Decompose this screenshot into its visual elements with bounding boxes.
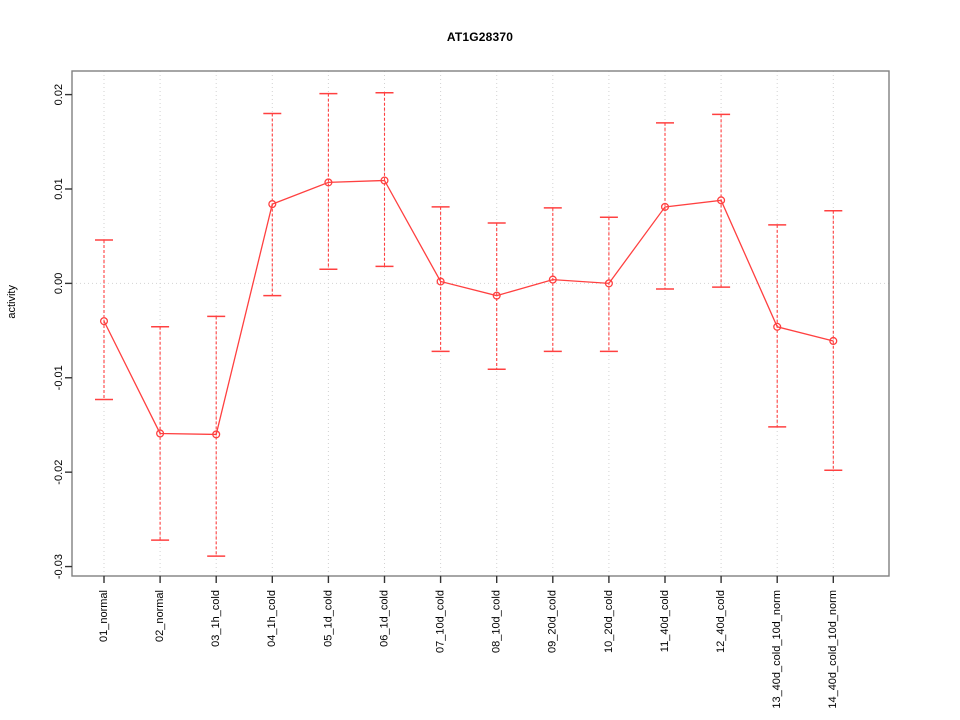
y-tick-label: 0.01 bbox=[53, 178, 65, 199]
x-tick-label: 07_10d_cold bbox=[435, 590, 447, 653]
data-point-marker bbox=[380, 176, 389, 185]
y-tick-label: -0.01 bbox=[53, 365, 65, 390]
series-polyline bbox=[103, 179, 834, 436]
data-point-marker bbox=[548, 275, 557, 284]
x-tick-label: 03_1h_cold bbox=[210, 590, 222, 647]
x-tick-label: 13_40d_cold_10d_norm bbox=[771, 590, 783, 709]
y-tick-label: -0.02 bbox=[53, 460, 65, 485]
data-point-marker bbox=[660, 202, 670, 211]
x-tick-label: 06_1d_cold bbox=[378, 590, 390, 647]
y-tick-label: 0.02 bbox=[53, 84, 65, 105]
data-point-marker bbox=[212, 430, 221, 439]
data-point-marker bbox=[829, 336, 838, 346]
data-point-marker bbox=[324, 178, 333, 187]
data-point-marker bbox=[99, 317, 109, 326]
x-tick-label: 12_40d_cold bbox=[715, 590, 727, 653]
x-tick-label: 01_normal bbox=[98, 590, 110, 642]
data-points bbox=[99, 176, 838, 439]
x-tick-label: 10_20d_cold bbox=[603, 590, 615, 653]
y-tick-label: 0.00 bbox=[53, 273, 65, 294]
x-tick-label: 11_40d_cold bbox=[659, 590, 671, 652]
x-tick-label: 08_10d_cold bbox=[491, 590, 503, 653]
plot-frame bbox=[71, 70, 890, 577]
x-axis-tick-labels: 01_normal 02_normal 03_1h_cold 04_1h_cold 05… bbox=[98, 590, 839, 709]
axis-frame bbox=[71, 70, 890, 577]
x-axis-ticks bbox=[103, 576, 834, 583]
chart-title: AT1G28370 bbox=[446, 30, 514, 44]
data-point-marker bbox=[268, 200, 277, 209]
x-tick-label: 05_1d_cold bbox=[322, 590, 334, 647]
x-tick-label: 14_40d_cold_10d_norm bbox=[827, 590, 839, 709]
data-point-marker bbox=[156, 429, 165, 438]
x-tick-label: 09_20d_cold bbox=[547, 590, 559, 653]
data-point-marker bbox=[717, 196, 726, 205]
data-point-marker bbox=[436, 277, 445, 286]
x-tick-label: 02_normal bbox=[154, 590, 166, 642]
data-line bbox=[103, 179, 834, 436]
data-point-marker bbox=[773, 322, 782, 331]
y-tick-label: -0.03 bbox=[53, 554, 65, 579]
data-point-marker bbox=[492, 291, 501, 300]
x-tick-label: 04_1h_cold bbox=[266, 590, 278, 647]
gridlines bbox=[72, 71, 889, 576]
data-point-marker bbox=[604, 279, 613, 288]
y-axis-ticks: 0.02 0.01 0.00 -0.01 -0.02 -0.03 bbox=[53, 84, 72, 579]
error-bars bbox=[95, 91, 843, 557]
